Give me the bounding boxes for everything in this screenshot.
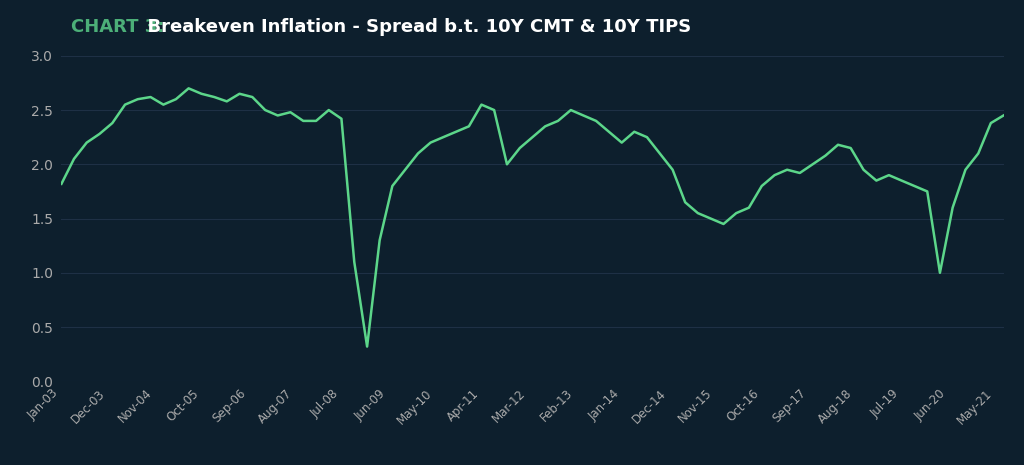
Text: CHART 3:: CHART 3: — [71, 18, 164, 36]
Text: Breakeven Inflation - Spread b.t. 10Y CMT & 10Y TIPS: Breakeven Inflation - Spread b.t. 10Y CM… — [135, 18, 691, 36]
